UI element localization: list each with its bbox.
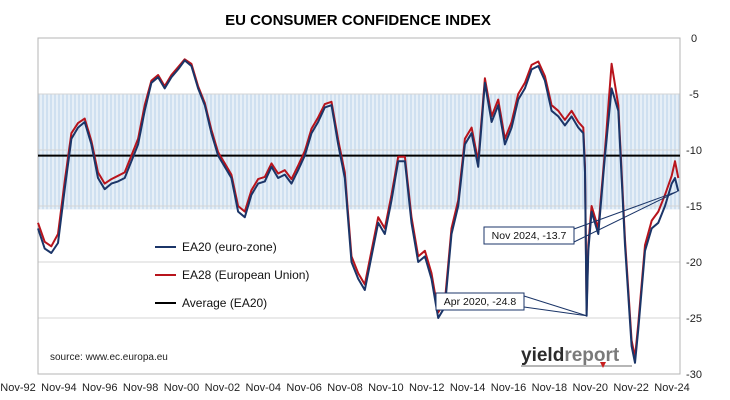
x-tick-label: Nov-22 [613, 382, 648, 394]
brand-logo: yieldreport [521, 345, 632, 368]
callout-pointer [573, 190, 678, 243]
x-tick-label: Nov-08 [327, 382, 362, 394]
callout-box [435, 292, 525, 311]
callout-label: Nov 2024, -13.7 [492, 230, 567, 242]
brand-marker-icon [600, 362, 606, 368]
callout-pointer [573, 190, 678, 230]
plot-frame [37, 37, 681, 375]
y-tick-label: -5 [689, 89, 699, 101]
x-tick-label: Nov-16 [491, 382, 526, 394]
x-tick-label: Nov-20 [573, 382, 608, 394]
series-layer [37, 58, 680, 364]
callout-pointer [523, 306, 587, 317]
x-tick-label: Nov-02 [205, 382, 240, 394]
legend-label: EA20 (euro-zone) [182, 240, 277, 254]
callout-label: Apr 2020, -24.8 [444, 296, 517, 308]
brand-part2: report [564, 345, 620, 366]
gridlines [38, 37, 680, 375]
y-tick-label: 0 [691, 33, 697, 45]
x-tick-label: Nov-06 [286, 382, 321, 394]
svg-text:yieldreport: yieldreport [521, 345, 620, 366]
x-tick-label: Nov-04 [246, 382, 281, 394]
x-tick-label: Nov-98 [123, 382, 158, 394]
x-tick-label: Nov-96 [82, 382, 117, 394]
x-tick-label: Nov-94 [41, 382, 76, 394]
y-tick-label: -15 [686, 201, 702, 213]
series-line-ea20 [37, 59, 680, 364]
x-tick-label: Nov-24 [654, 382, 689, 394]
x-tick-labels: Nov-92 Nov-94 Nov-96 Nov-98 Nov-00 Nov-02 Nov-… [0, 382, 689, 394]
y-tick-labels: 0 -5 -10 -15 -20 -25 -30 [686, 33, 702, 381]
y-tick-label: -25 [686, 313, 702, 325]
callout-box [483, 226, 575, 245]
annotations: Nov 2024, -13.7 Apr 2020, -24.8 [435, 190, 678, 317]
x-tick-label: Nov-00 [164, 382, 199, 394]
source-note: source: www.ec.europa.eu [50, 352, 168, 363]
x-tick-label: Nov-92 [0, 382, 35, 394]
x-tick-label: Nov-10 [368, 382, 403, 394]
chart-title: EU CONSUMER CONFIDENCE INDEX [225, 12, 491, 29]
y-tick-label: -30 [686, 369, 702, 381]
x-tick-label: Nov-12 [409, 382, 444, 394]
callout-pointer [523, 295, 587, 317]
x-tick-label: Nov-18 [532, 382, 567, 394]
brand-part1: yield [521, 345, 564, 366]
legend-label: EA28 (European Union) [182, 268, 309, 282]
legend: EA20 (euro-zone) EA28 (European Union) Ave… [155, 240, 309, 310]
y-tick-label: -20 [686, 257, 702, 269]
y-tick-label: -10 [686, 145, 702, 157]
legend-label: Average (EA20) [182, 296, 267, 310]
x-tick-label: Nov-14 [450, 382, 485, 394]
